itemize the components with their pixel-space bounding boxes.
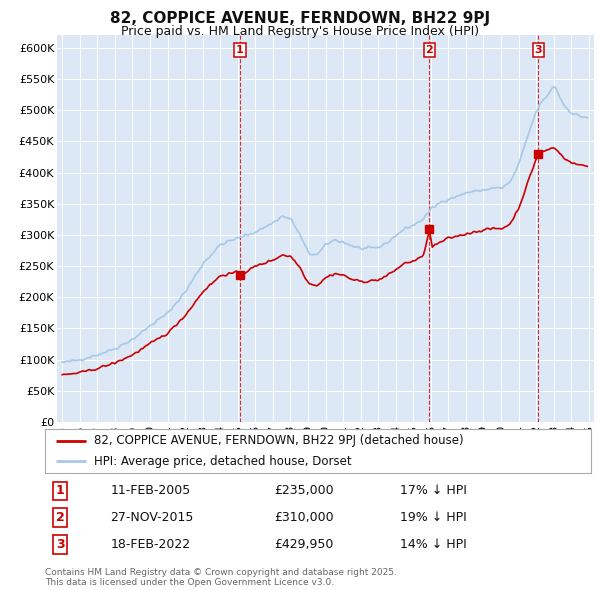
Text: 1: 1 (236, 45, 244, 55)
Text: £235,000: £235,000 (274, 484, 334, 497)
Text: £310,000: £310,000 (274, 511, 334, 524)
Text: 11-FEB-2005: 11-FEB-2005 (110, 484, 191, 497)
Text: 19% ↓ HPI: 19% ↓ HPI (400, 511, 467, 524)
Text: 2: 2 (425, 45, 433, 55)
Text: 14% ↓ HPI: 14% ↓ HPI (400, 538, 467, 551)
Text: 27-NOV-2015: 27-NOV-2015 (110, 511, 194, 524)
Text: 82, COPPICE AVENUE, FERNDOWN, BH22 9PJ (detached house): 82, COPPICE AVENUE, FERNDOWN, BH22 9PJ (… (94, 434, 464, 447)
Text: 3: 3 (535, 45, 542, 55)
Text: Contains HM Land Registry data © Crown copyright and database right 2025.
This d: Contains HM Land Registry data © Crown c… (45, 568, 397, 587)
Text: 18-FEB-2022: 18-FEB-2022 (110, 538, 191, 551)
Text: 82, COPPICE AVENUE, FERNDOWN, BH22 9PJ: 82, COPPICE AVENUE, FERNDOWN, BH22 9PJ (110, 11, 490, 25)
Text: 1: 1 (56, 484, 65, 497)
Text: HPI: Average price, detached house, Dorset: HPI: Average price, detached house, Dors… (94, 455, 352, 468)
Text: Price paid vs. HM Land Registry's House Price Index (HPI): Price paid vs. HM Land Registry's House … (121, 25, 479, 38)
Text: 17% ↓ HPI: 17% ↓ HPI (400, 484, 467, 497)
Text: 2: 2 (56, 511, 65, 524)
Text: 3: 3 (56, 538, 65, 551)
Text: £429,950: £429,950 (274, 538, 334, 551)
